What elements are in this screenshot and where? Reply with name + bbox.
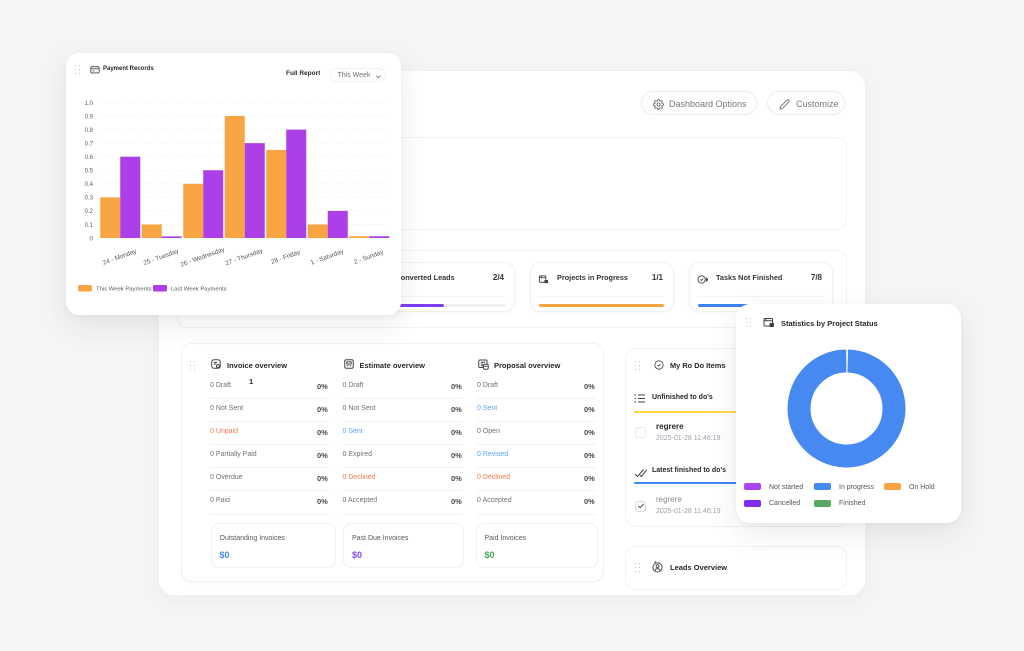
svg-text:0.7: 0.7	[85, 141, 94, 147]
svg-text:1.0: 1.0	[85, 101, 94, 107]
svg-text:25 - Tuesday: 25 - Tuesday	[143, 248, 181, 267]
svg-text:0.9: 0.9	[85, 114, 94, 120]
svg-text:0.2: 0.2	[85, 209, 94, 215]
svg-text:24 - Monday: 24 - Monday	[102, 248, 139, 267]
svg-text:0.4: 0.4	[85, 182, 94, 188]
svg-text:28 - Friday: 28 - Friday	[270, 249, 302, 266]
svg-text:Last Week Payments: Last Week Payments	[171, 287, 227, 293]
svg-text:0.5: 0.5	[85, 169, 94, 175]
svg-text:1 - Saturday: 1 - Saturday	[310, 248, 346, 267]
svg-text:This Week Payments: This Week Payments	[96, 287, 152, 293]
svg-text:0.3: 0.3	[85, 196, 94, 202]
svg-text:0.1: 0.1	[85, 223, 94, 229]
svg-text:2 - Sunday: 2 - Sunday	[353, 249, 385, 266]
svg-text:26 - Wednesday: 26 - Wednesday	[180, 246, 227, 269]
svg-text:0.6: 0.6	[85, 155, 94, 161]
svg-text:0.8: 0.8	[85, 128, 94, 134]
svg-text:0: 0	[90, 236, 94, 242]
svg-text:27 - Thursday: 27 - Thursday	[225, 247, 265, 267]
